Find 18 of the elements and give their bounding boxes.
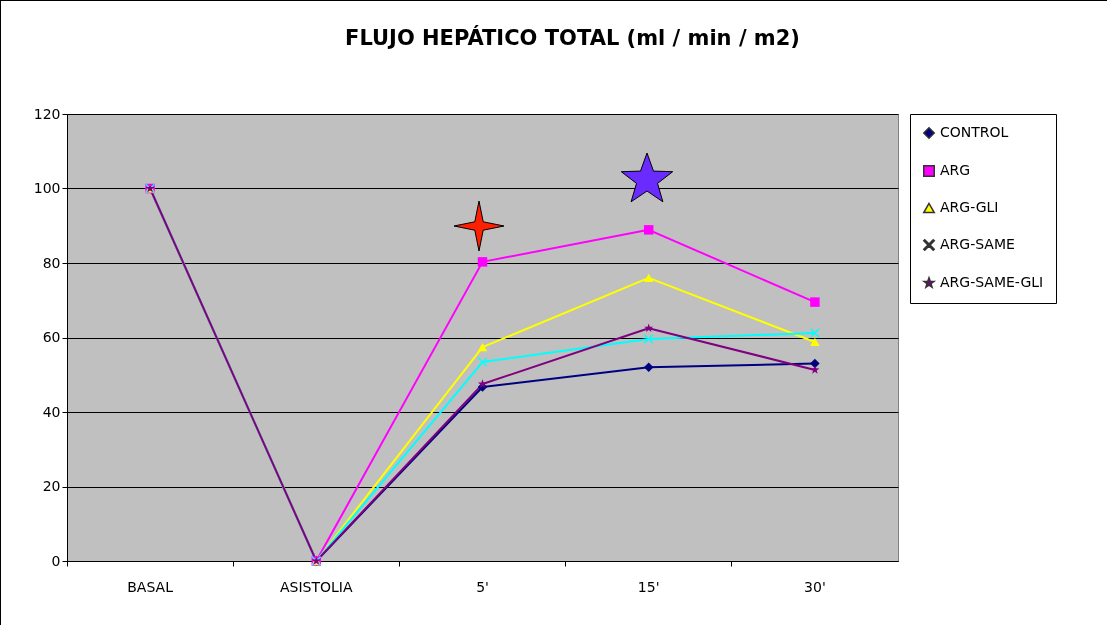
- x-tick-label: 5': [476, 578, 489, 595]
- y-tick-label: 80: [42, 254, 61, 271]
- legend-label: ARG-SAME: [940, 236, 1015, 252]
- y-tick-label: 0: [51, 552, 61, 569]
- y-tick-label: 100: [33, 180, 61, 196]
- x-tick-label: BASAL: [127, 578, 174, 595]
- legend-label: CONTROL: [940, 124, 1009, 140]
- x-tick-label: 30': [804, 578, 826, 595]
- y-tick-label: 60: [42, 329, 61, 345]
- x-tick-label: ASISTOLIA: [280, 578, 353, 595]
- y-tick-label: 40: [42, 403, 61, 420]
- legend-label: ARG: [940, 162, 971, 178]
- chart-title: FLUJO HEPÁTICO TOTAL (ml / min / m2): [345, 25, 800, 50]
- y-tick-label: 120: [33, 105, 61, 122]
- legend-label: ARG-GLI: [940, 199, 999, 215]
- legend-label: ARG-SAME-GLI: [940, 274, 1044, 290]
- x-tick-label: 15': [637, 578, 660, 595]
- y-tick-label: 20: [42, 478, 61, 494]
